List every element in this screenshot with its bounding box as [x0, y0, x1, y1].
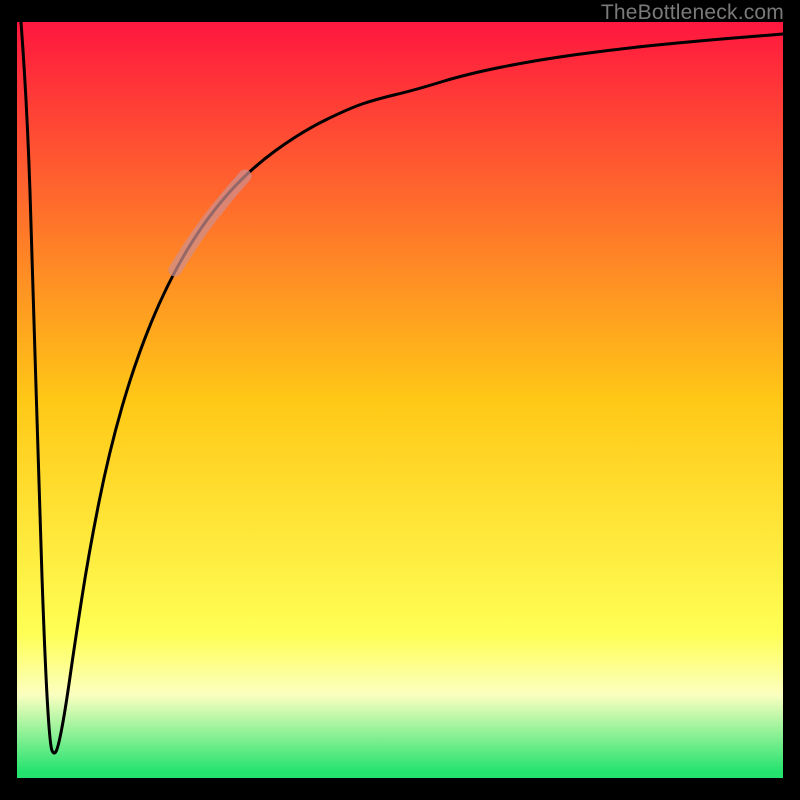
- main-curve: [21, 22, 783, 753]
- figure-root: TheBottleneck.com: [0, 0, 800, 800]
- plot-area: [17, 22, 783, 778]
- curve-layer: [17, 22, 783, 778]
- curve-highlight: [175, 176, 245, 270]
